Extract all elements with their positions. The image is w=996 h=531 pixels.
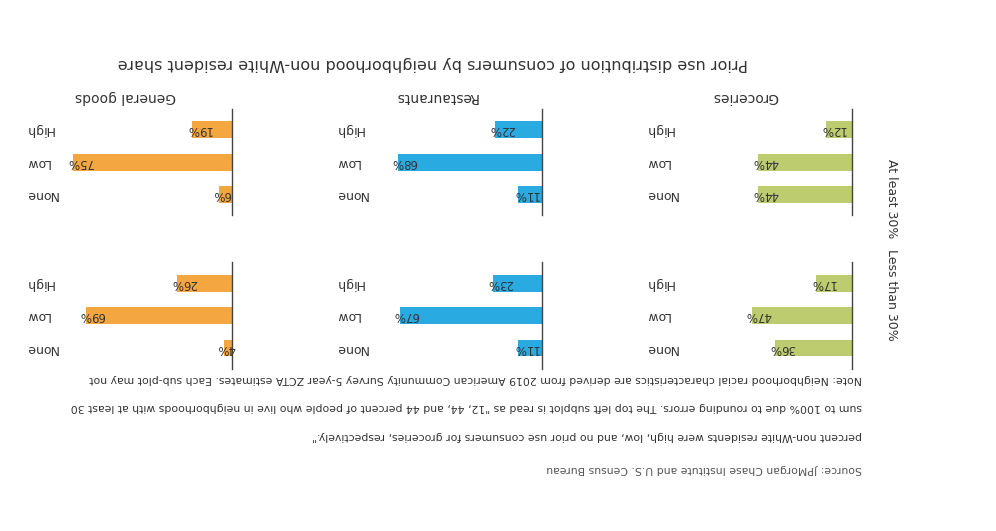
Bar — [223, 340, 232, 356]
Text: None: None — [645, 341, 677, 355]
Text: 17%: 17% — [809, 277, 836, 290]
Bar — [775, 340, 852, 356]
Text: 44%: 44% — [752, 188, 778, 201]
Text: 26%: 26% — [170, 277, 196, 290]
Bar — [73, 154, 232, 170]
Bar — [519, 186, 542, 203]
Text: 69%: 69% — [80, 309, 106, 322]
Text: 44%: 44% — [752, 156, 778, 169]
Text: None: None — [26, 341, 58, 355]
Bar — [192, 122, 232, 138]
Text: 19%: 19% — [185, 123, 211, 136]
Bar — [826, 122, 852, 138]
Text: 11%: 11% — [512, 341, 538, 355]
Bar — [495, 122, 542, 138]
Text: High: High — [336, 277, 364, 290]
Bar — [219, 186, 232, 203]
Text: percent non-White residents were high, low, and no prior use consumers for groce: percent non-White residents were high, l… — [312, 431, 862, 441]
Text: Source: JPMorgan Chase Institute and U.S. Census Bureau: Source: JPMorgan Chase Institute and U.S… — [546, 464, 862, 474]
Text: Less than 30%: Less than 30% — [884, 249, 898, 340]
Text: 4%: 4% — [217, 341, 236, 355]
Bar — [758, 154, 852, 170]
Text: None: None — [645, 188, 677, 201]
Text: 47%: 47% — [745, 309, 772, 322]
Title: Groceries: Groceries — [712, 90, 779, 104]
Text: Low: Low — [645, 156, 669, 169]
Text: High: High — [645, 123, 673, 136]
Text: At least 30%: At least 30% — [884, 159, 898, 239]
Bar — [519, 340, 542, 356]
Text: sum to 100% due to rounding errors. The top left subplot is read as "12, 44, and: sum to 100% due to rounding errors. The … — [71, 402, 862, 413]
Text: Low: Low — [336, 156, 360, 169]
Text: 36%: 36% — [769, 341, 795, 355]
Text: 68%: 68% — [391, 156, 417, 169]
Bar — [177, 275, 232, 292]
Text: 23%: 23% — [487, 277, 513, 290]
Text: 12%: 12% — [820, 123, 846, 136]
Bar — [493, 275, 542, 292]
Bar — [397, 154, 542, 170]
Text: 6%: 6% — [213, 188, 232, 201]
Text: 22%: 22% — [489, 123, 515, 136]
Text: Low: Low — [26, 156, 50, 169]
Bar — [758, 186, 852, 203]
Text: High: High — [26, 277, 54, 290]
Text: 67%: 67% — [393, 309, 419, 322]
Bar — [399, 307, 542, 324]
Text: Low: Low — [26, 309, 50, 322]
Text: High: High — [336, 123, 364, 136]
Text: Note: Neighborhood racial characteristics are derived from 2019 American Communi: Note: Neighborhood racial characteristic… — [89, 374, 862, 384]
Title: Restaurants: Restaurants — [394, 90, 477, 104]
Text: 75%: 75% — [67, 156, 93, 169]
Text: Low: Low — [336, 309, 360, 322]
Text: None: None — [336, 188, 368, 201]
Text: Low: Low — [645, 309, 669, 322]
Text: Prior use distribution of consumers by neighborhood non-White resident share: Prior use distribution of consumers by n… — [119, 56, 748, 71]
Bar — [752, 307, 852, 324]
Bar — [816, 275, 852, 292]
Text: 11%: 11% — [512, 188, 538, 201]
Title: General goods: General goods — [76, 90, 176, 104]
Text: High: High — [645, 277, 673, 290]
Bar — [86, 307, 232, 324]
Text: None: None — [26, 188, 58, 201]
Text: High: High — [26, 123, 54, 136]
Text: None: None — [336, 341, 368, 355]
